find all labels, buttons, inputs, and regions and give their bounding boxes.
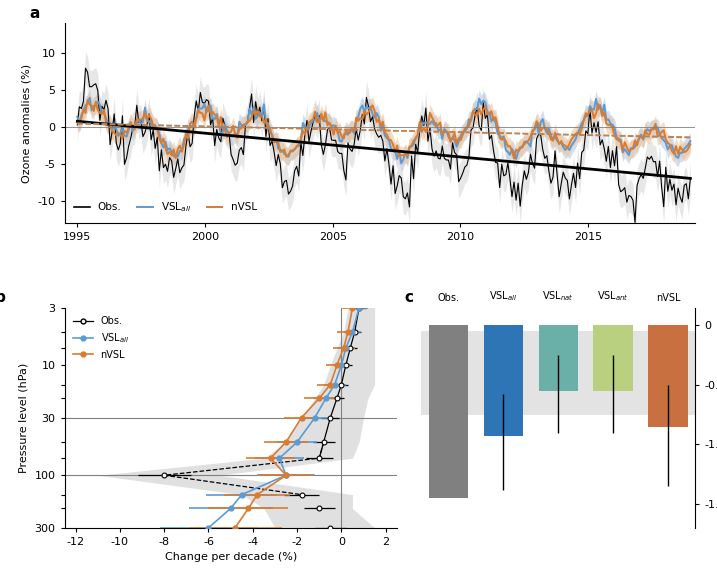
Bar (648, 325, 688, 427)
Text: c: c (404, 291, 414, 305)
Bar (483, 325, 523, 409)
Bar (429, 325, 468, 498)
Y-axis label: Ozone anomalies (%): Ozone anomalies (%) (22, 64, 32, 183)
Bar (594, 325, 633, 391)
Bar (429, 325, 468, 409)
Y-axis label: Pressure level (hPa): Pressure level (hPa) (19, 362, 29, 473)
Bar (594, 325, 633, 391)
Bar (648, 325, 688, 409)
Bar (538, 325, 578, 391)
Text: a: a (30, 6, 40, 21)
Legend: Obs., VSL$_{all}$, nVSL: Obs., VSL$_{all}$, nVSL (70, 313, 133, 364)
Bar (483, 325, 523, 436)
X-axis label: Change per decade (%): Change per decade (%) (164, 552, 297, 563)
Bar (538, 325, 578, 391)
Bar (421, 331, 695, 415)
Text: b: b (0, 291, 6, 305)
Legend: Obs., VSL$_{all}$, nVSL: Obs., VSL$_{all}$, nVSL (70, 196, 261, 218)
